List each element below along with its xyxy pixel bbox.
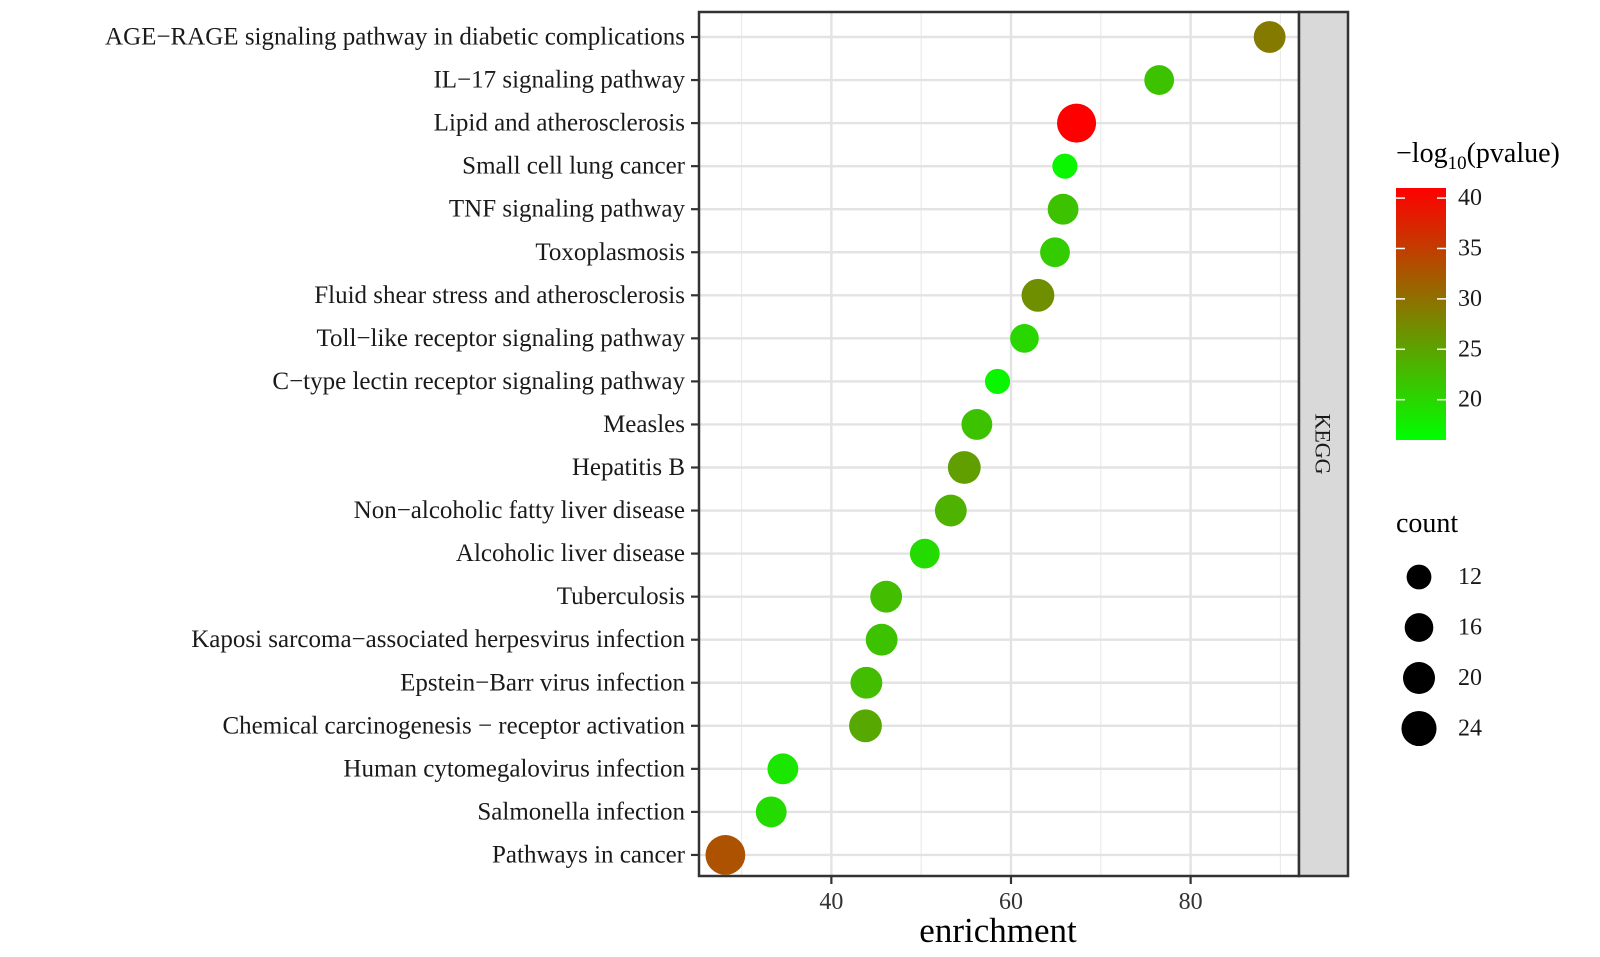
data-point — [1021, 278, 1055, 312]
data-point — [1144, 65, 1175, 95]
category-label: IL−17 signaling pathway — [433, 67, 685, 94]
category-label: Salmonella infection — [477, 798, 685, 825]
x-axis-title: enrichment — [919, 911, 1077, 950]
data-point — [767, 753, 799, 785]
size-legend-key — [1402, 661, 1436, 695]
data-point — [1047, 193, 1079, 225]
category-label: C−type lectin receptor signaling pathway — [272, 368, 685, 395]
size-legend-label: 20 — [1458, 665, 1482, 691]
color-legend-label: 20 — [1458, 387, 1482, 413]
color-legend-title: −log10(pvalue) — [1396, 138, 1560, 174]
data-point — [1040, 237, 1070, 268]
color-legend-label: 30 — [1458, 286, 1482, 312]
category-label: Alcoholic liver disease — [456, 540, 685, 567]
data-points — [705, 21, 1286, 875]
category-label: Chemical carcinogenesis − receptor activ… — [222, 712, 685, 739]
size-legend-label: 12 — [1458, 564, 1482, 590]
data-point — [947, 451, 981, 484]
category-label: Pathways in cancer — [492, 841, 686, 868]
facet-strip: KEGG — [1297, 10, 1350, 878]
data-point — [705, 835, 746, 875]
category-label: Lipid and atherosclerosis — [434, 110, 685, 137]
x-tick-label: 40 — [819, 889, 843, 915]
color-legend-label: 40 — [1458, 185, 1482, 211]
grid-lines — [699, 12, 1299, 876]
category-label: Small cell lung cancer — [462, 153, 686, 180]
data-point — [865, 623, 898, 656]
size-legend-key — [1406, 564, 1432, 590]
size-legend-key — [1401, 710, 1437, 747]
category-label: Toxoplasmosis — [535, 239, 685, 266]
facet-strip-background — [1297, 10, 1350, 878]
size-legend: count 12 16 20 24 — [1396, 508, 1482, 747]
y-axis: AGE−RAGE signaling pathway in diabetic c… — [105, 24, 699, 868]
size-legend-key — [1404, 613, 1434, 642]
x-axis: 40 60 80 — [819, 876, 1203, 915]
data-point — [755, 796, 787, 828]
data-point — [1057, 103, 1097, 143]
color-legend: −log10(pvalue) 40 35 30 25 20 — [1396, 138, 1560, 440]
color-legend-label: 35 — [1458, 235, 1482, 261]
size-legend-label: 24 — [1458, 716, 1482, 742]
facet-strip-label: KEGG — [1311, 413, 1336, 474]
data-point — [909, 538, 940, 569]
size-legend-title: count — [1396, 508, 1458, 539]
category-label: Kaposi sarcoma−associated herpesvirus in… — [191, 626, 685, 653]
data-point — [1010, 323, 1039, 353]
x-tick-label: 60 — [999, 889, 1023, 915]
color-legend-label: 25 — [1458, 336, 1482, 362]
color-legend-bar — [1396, 188, 1446, 440]
data-point — [984, 368, 1011, 394]
data-point — [1052, 153, 1078, 179]
data-point — [850, 666, 883, 699]
category-label: Tuberculosis — [557, 583, 685, 610]
data-point — [849, 709, 882, 743]
x-tick-label: 80 — [1179, 889, 1203, 915]
data-point — [961, 409, 993, 440]
category-label: Hepatitis B — [572, 454, 685, 481]
category-label: AGE−RAGE signaling pathway in diabetic c… — [105, 24, 685, 51]
category-label: TNF signaling pathway — [449, 196, 686, 223]
category-label: Fluid shear stress and atherosclerosis — [314, 282, 685, 309]
size-legend-label: 16 — [1458, 615, 1482, 641]
data-point — [1253, 21, 1286, 53]
data-point — [934, 494, 967, 527]
category-label: Measles — [603, 411, 685, 438]
data-point — [870, 580, 903, 613]
category-label: Non−alcoholic fatty liver disease — [354, 497, 685, 524]
category-label: Human cytomegalovirus infection — [343, 755, 685, 782]
category-label: Toll−like receptor signaling pathway — [317, 325, 686, 352]
category-label: Epstein−Barr virus infection — [400, 669, 685, 696]
